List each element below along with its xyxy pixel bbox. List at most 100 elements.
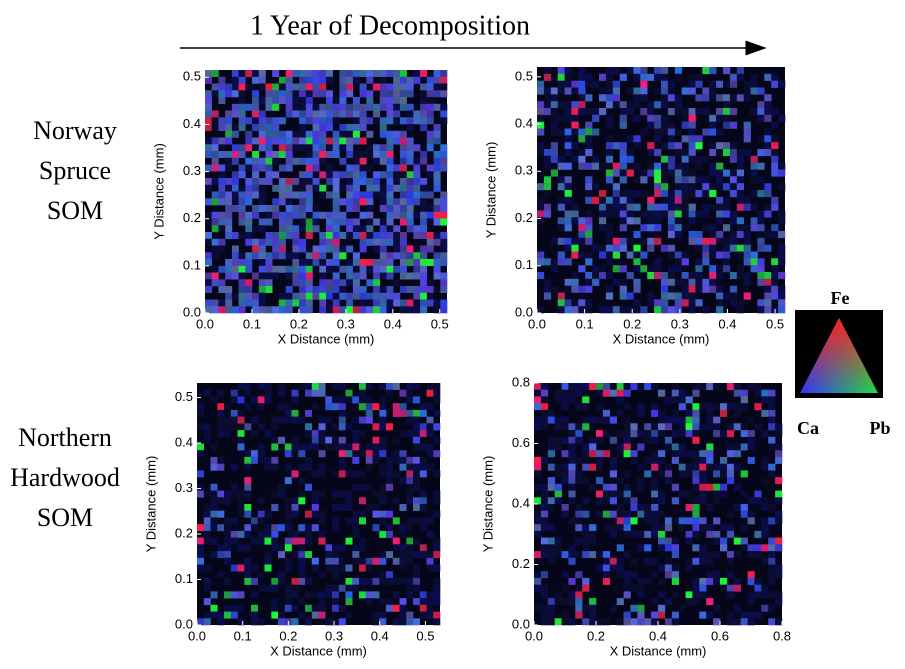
map-pixel bbox=[440, 70, 447, 77]
map-pixel bbox=[672, 517, 679, 524]
map-pixel bbox=[644, 470, 651, 477]
map-pixel bbox=[217, 457, 224, 464]
map-pixel bbox=[637, 578, 644, 585]
map-pixel bbox=[620, 170, 627, 177]
map-pixel bbox=[551, 142, 558, 149]
map-pixel bbox=[672, 565, 679, 572]
map-pixel bbox=[654, 122, 661, 129]
y-tick-label: 0.5 bbox=[515, 68, 533, 83]
map-pixel bbox=[266, 124, 273, 131]
map-pixel bbox=[568, 618, 575, 625]
map-pixel bbox=[407, 286, 414, 293]
map-pixel bbox=[679, 423, 686, 430]
y-tick-label: 0.4 bbox=[183, 116, 201, 131]
map-pixel bbox=[266, 178, 273, 185]
map-pixel bbox=[620, 279, 627, 286]
map-pixel bbox=[661, 211, 668, 218]
map-pixel bbox=[592, 156, 599, 163]
map-pixel bbox=[312, 383, 319, 390]
map-pixel bbox=[299, 144, 306, 151]
map-pixel bbox=[259, 239, 266, 246]
map-pixel bbox=[319, 571, 326, 578]
map-pixel bbox=[360, 300, 367, 307]
map-pixel bbox=[231, 565, 238, 572]
map-pixel bbox=[654, 74, 661, 81]
map-pixel bbox=[433, 538, 440, 545]
map-pixel bbox=[224, 612, 231, 619]
map-pixel bbox=[373, 457, 380, 464]
map-pixel bbox=[562, 423, 569, 430]
map-pixel bbox=[413, 293, 420, 300]
map-pixel bbox=[613, 183, 620, 190]
map-pixel bbox=[427, 185, 434, 192]
map-pixel bbox=[212, 158, 219, 165]
map-pixel bbox=[393, 117, 400, 124]
map-pixel bbox=[741, 423, 748, 430]
map-pixel bbox=[313, 293, 320, 300]
map-pixel bbox=[751, 81, 758, 88]
map-pixel bbox=[393, 410, 400, 417]
map-pixel bbox=[613, 81, 620, 88]
map-pixel bbox=[305, 484, 312, 491]
map-pixel bbox=[730, 176, 737, 183]
map-pixel bbox=[585, 252, 592, 259]
map-pixel bbox=[651, 437, 658, 444]
map-pixel bbox=[709, 279, 716, 286]
map-pixel bbox=[692, 544, 699, 551]
map-pixel bbox=[585, 129, 592, 136]
map-pixel bbox=[217, 423, 224, 430]
map-pixel bbox=[617, 477, 624, 484]
map-pixel bbox=[727, 430, 734, 437]
map-pixel bbox=[420, 178, 427, 185]
map-pixel bbox=[427, 212, 434, 219]
map-pixel bbox=[737, 217, 744, 224]
map-pixel bbox=[379, 517, 386, 524]
map-pixel bbox=[658, 470, 665, 477]
y-tick-label: 0.0 bbox=[183, 304, 201, 319]
map-pixel bbox=[205, 252, 212, 259]
map-pixel bbox=[332, 491, 339, 498]
map-pixel bbox=[571, 238, 578, 245]
map-pixel bbox=[319, 124, 326, 131]
map-pixel bbox=[366, 151, 373, 158]
map-pixel bbox=[575, 383, 582, 390]
map-pixel bbox=[326, 219, 333, 226]
map-pixel bbox=[606, 293, 613, 300]
map-pixel bbox=[353, 259, 360, 266]
map-pixel bbox=[565, 176, 572, 183]
map-pixel bbox=[613, 238, 620, 245]
map-pixel bbox=[245, 185, 252, 192]
map-pixel bbox=[682, 190, 689, 197]
map-pixel bbox=[771, 258, 778, 265]
map-pixel bbox=[562, 551, 569, 558]
map-pixel bbox=[730, 74, 737, 81]
map-pixel bbox=[420, 111, 427, 118]
map-pixel bbox=[541, 571, 548, 578]
map-pixel bbox=[217, 430, 224, 437]
map-pixel bbox=[326, 259, 333, 266]
map-pixel bbox=[212, 138, 219, 145]
map-pixel bbox=[427, 598, 434, 605]
map-pixel bbox=[658, 544, 665, 551]
map-pixel bbox=[658, 450, 665, 457]
map-pixel bbox=[197, 470, 204, 477]
map-pixel bbox=[709, 252, 716, 259]
title: 1 Year of Decomposition bbox=[250, 10, 530, 41]
map-pixel bbox=[568, 497, 575, 504]
map-pixel bbox=[575, 390, 582, 397]
map-pixel bbox=[420, 423, 427, 430]
map-pixel bbox=[380, 246, 387, 253]
map-pixel bbox=[692, 430, 699, 437]
map-pixel bbox=[373, 70, 380, 77]
y-tick-label: 0.1 bbox=[515, 257, 533, 272]
map-pixel bbox=[279, 77, 286, 84]
map-pixel bbox=[606, 176, 613, 183]
map-pixel bbox=[575, 511, 582, 518]
map-pixel bbox=[272, 252, 279, 259]
map-pixel bbox=[695, 135, 702, 142]
map-pixel bbox=[668, 265, 675, 272]
map-pixel bbox=[279, 144, 286, 151]
map-pixel bbox=[266, 104, 273, 111]
map-pixel bbox=[266, 266, 273, 273]
map-pixel bbox=[651, 403, 658, 410]
